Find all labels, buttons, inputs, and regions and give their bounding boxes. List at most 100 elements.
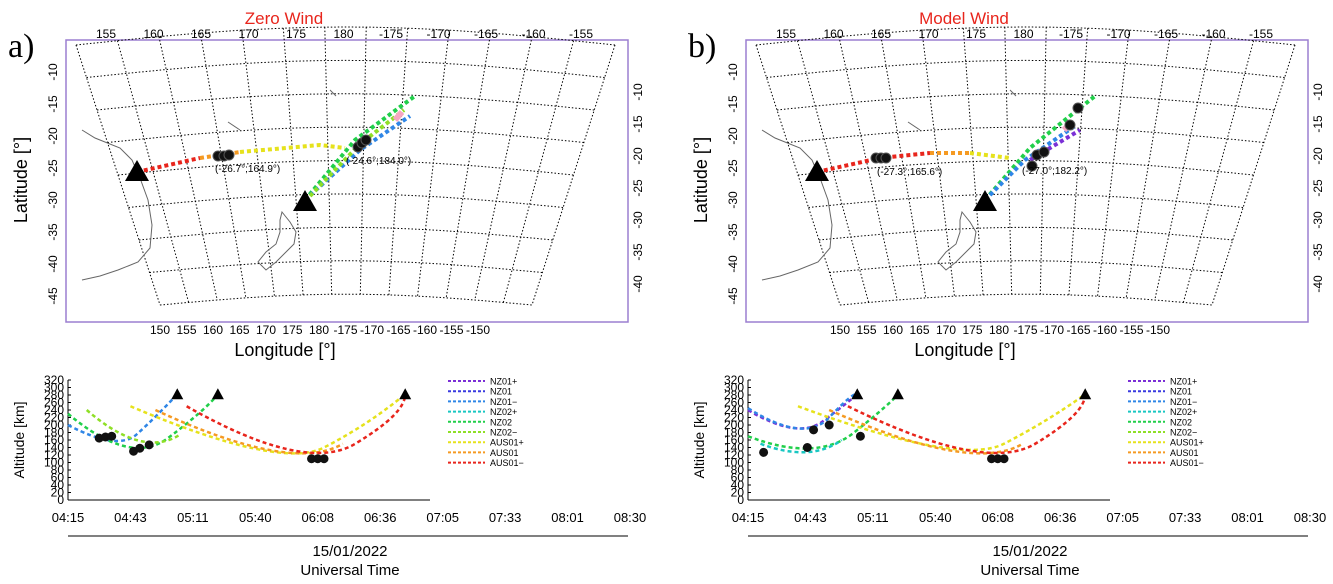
- bottom-lon-tick: 150: [150, 323, 170, 337]
- left-lat-tick: -35: [726, 223, 740, 241]
- right-lat-tick: -10: [631, 83, 645, 101]
- new-caledonia-coast: [907, 121, 921, 131]
- right-lat-tick: -15: [1311, 115, 1325, 133]
- legend-label: NZ02+: [490, 407, 517, 417]
- left-lat-tick: -45: [46, 287, 60, 305]
- meridian-line: [531, 44, 616, 306]
- altitude-y-tick: 60: [51, 471, 65, 485]
- altitude-y-tick: 0: [57, 493, 64, 507]
- time-x-tick: 08:01: [1231, 510, 1264, 525]
- parallel-line: [766, 59, 1285, 78]
- meridian-line: [417, 30, 450, 297]
- parallel-line: [107, 126, 584, 143]
- altitude-y-tick: 20: [51, 486, 65, 500]
- altitude-curve: [67, 393, 179, 443]
- top-lon-tick: -170: [1106, 27, 1130, 41]
- bottom-lon-tick: -170: [1040, 323, 1064, 337]
- altitude-triangle: [171, 388, 184, 400]
- map-detection-dot: [880, 152, 892, 164]
- top-lon-tick: 180: [1013, 27, 1033, 41]
- map-annotation: (-27.0°;182.2°): [1022, 166, 1087, 177]
- bottom-lon-tick: 175: [282, 323, 302, 337]
- nz-trajectory-segment: [983, 124, 1077, 202]
- meridian-line: [1211, 44, 1296, 306]
- parallel-line: [839, 293, 1213, 306]
- altitude-detection-dot: [135, 443, 145, 453]
- right-lat-tick: -30: [631, 211, 645, 229]
- altitude-label: Altitude [km]: [691, 401, 707, 478]
- meridian-line: [388, 28, 409, 295]
- time-x-tick: 07:33: [489, 510, 522, 525]
- time-x-tick: 07:33: [1169, 510, 1202, 525]
- top-lon-tick: -165: [1154, 27, 1178, 41]
- legend-label: AUS01−: [490, 458, 524, 468]
- map-frame: [745, 39, 1309, 323]
- map-trajectories: [816, 94, 1097, 202]
- top-lon-tick: 155: [776, 27, 796, 41]
- coastlines: [761, 89, 1017, 281]
- map-annotation: (-27.3°;165.6°): [877, 167, 942, 178]
- altitude-y-tick: 40: [731, 478, 745, 492]
- legend-label: NZ02: [1170, 417, 1192, 427]
- panel-label: b): [688, 28, 716, 65]
- time-x-tick: 06:08: [302, 510, 335, 525]
- fiji-coast: [329, 89, 337, 97]
- altitude-y-tick: 300: [44, 381, 64, 395]
- meridian-line: [1125, 32, 1172, 298]
- top-lon-tick: -175: [379, 27, 403, 41]
- meridian-line: [879, 32, 927, 298]
- bottom-lon-tick: 165: [909, 323, 929, 337]
- bottom-lon-tick: 160: [883, 323, 903, 337]
- right-lat-tick: -20: [1311, 147, 1325, 165]
- altitude-triangle: [891, 388, 904, 400]
- altitude-y-tick: 260: [724, 396, 744, 410]
- left-lat-tick: -45: [726, 287, 740, 305]
- legend-label: NZ01−: [490, 397, 517, 407]
- map-detection-dot: [1072, 102, 1084, 114]
- altitude-curve: [797, 393, 1086, 452]
- parallel-line: [138, 226, 553, 241]
- aus-trajectory-segment: [969, 151, 1011, 160]
- bottom-lon-tick: -175: [333, 323, 357, 337]
- legend-label: NZ02−: [1170, 428, 1197, 438]
- altitude-detection-dot: [993, 454, 1003, 464]
- altitude-curve: [760, 438, 843, 454]
- altitude-curve: [747, 393, 899, 450]
- parallel-line: [808, 193, 1244, 208]
- bottom-lon-tick: 170: [256, 323, 276, 337]
- altitude-y-tick: 0: [737, 493, 744, 507]
- right-lat-tick: -10: [1311, 83, 1325, 101]
- top-lon-tick: 165: [191, 27, 211, 41]
- altitude-legend: NZ01+NZ01NZ01−NZ02+NZ02NZ02−AUS01+AUS01A…: [448, 377, 524, 468]
- altitude-y-tick: 320: [44, 373, 64, 387]
- source-triangle-nz: [973, 190, 997, 211]
- altitude-detection-dot: [802, 443, 812, 452]
- top-lon-tick: 175: [286, 27, 306, 41]
- altitude-curves: [67, 393, 407, 455]
- altitude-curve: [154, 408, 344, 455]
- map-detection-dot: [1064, 119, 1076, 131]
- bottom-lon-tick: 175: [962, 323, 982, 337]
- meridian-line: [755, 44, 841, 306]
- legend-label: NZ02: [490, 417, 512, 427]
- bottom-lon-tick: 165: [229, 323, 249, 337]
- parallel-line: [829, 260, 1223, 273]
- time-x-tick: 04:43: [114, 510, 147, 525]
- altitude-y-tick: 140: [724, 441, 744, 455]
- altitude-curve: [186, 394, 407, 455]
- meridian-line: [838, 36, 898, 301]
- altitude-curve: [129, 393, 406, 455]
- bottom-lon-tick: -150: [1146, 323, 1170, 337]
- meridian-line: [1039, 27, 1047, 295]
- legend-label: NZ02−: [490, 428, 517, 438]
- top-lon-tick: 160: [143, 27, 163, 41]
- altitude-y-tick: 240: [44, 403, 64, 417]
- altitude-detection-dot: [987, 454, 997, 464]
- longitude-label: Longitude [°]: [234, 340, 335, 360]
- legend-label: NZ01: [490, 387, 512, 397]
- altitude-y-tick: 200: [724, 418, 744, 432]
- altitude-detection-dot: [307, 454, 317, 464]
- top-lon-tick: 170: [918, 27, 938, 41]
- altitude-y-tick: 100: [724, 456, 744, 470]
